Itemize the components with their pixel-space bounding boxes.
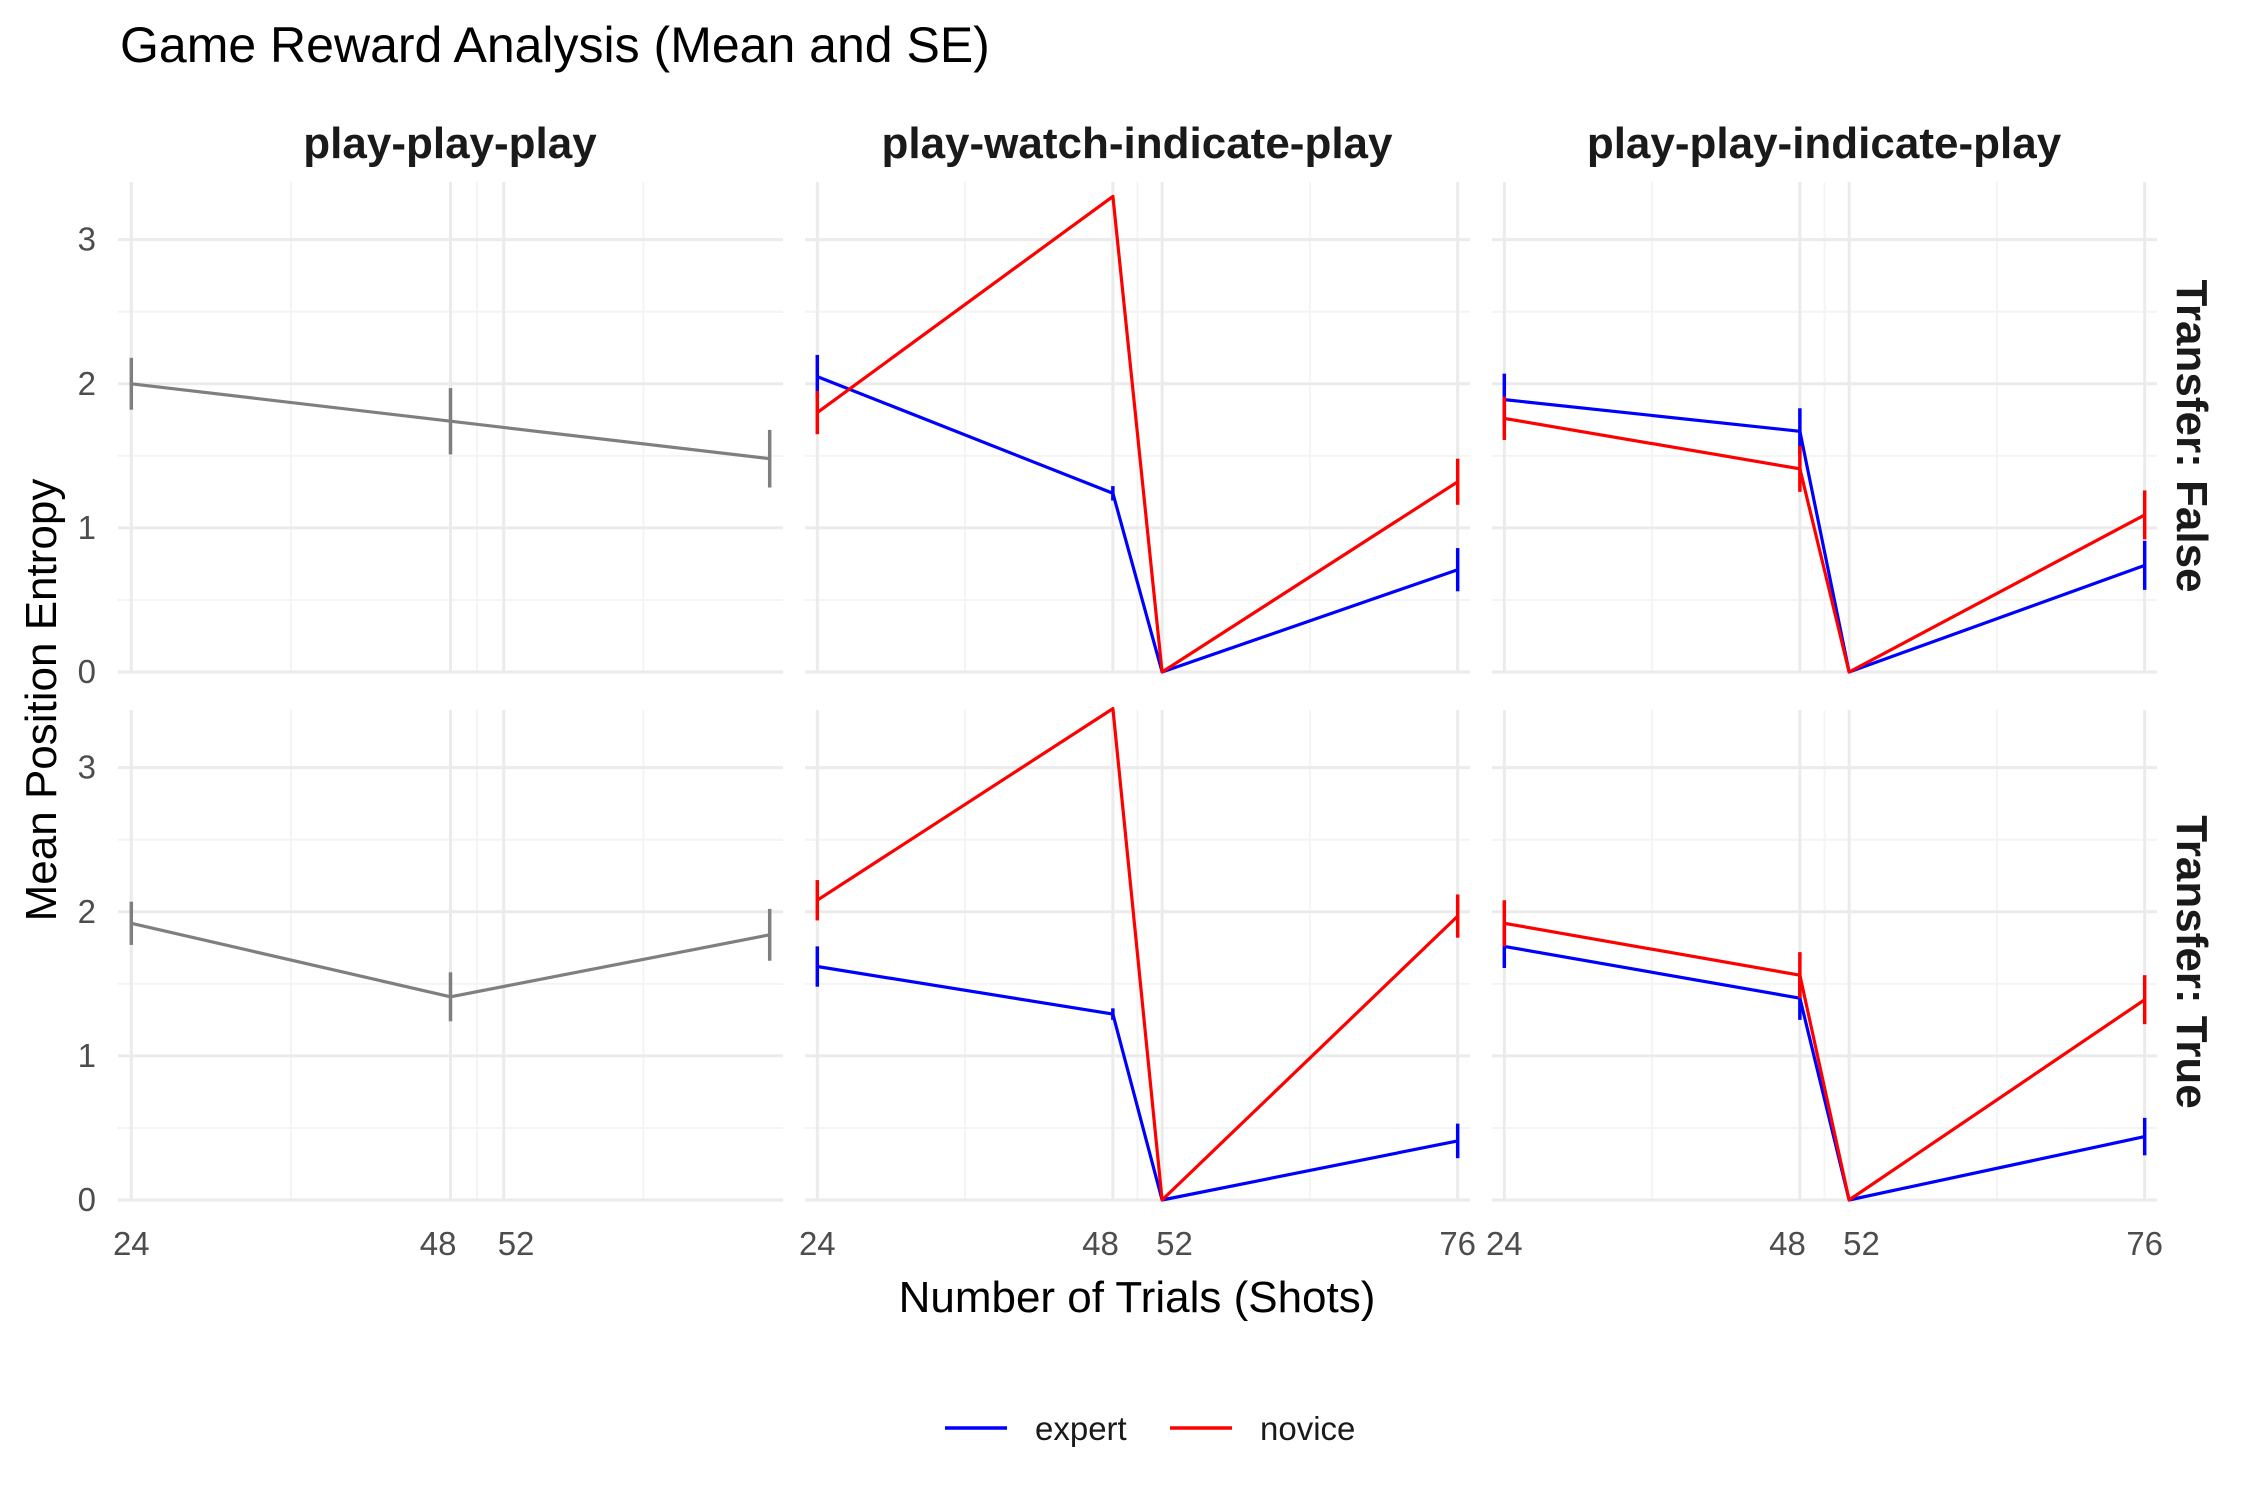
legend-item-expert: expert (945, 1410, 1127, 1447)
x-tick-label: 52 (1156, 1225, 1193, 1262)
x-tick-label: 48 (1082, 1225, 1119, 1262)
legend-item-novice: novice (1170, 1410, 1355, 1447)
chart-title: Game Reward Analysis (Mean and SE) (120, 17, 990, 73)
x-tick-label: 24 (113, 1225, 150, 1262)
strip-label-play-play-play: play-play-play (303, 119, 597, 168)
y-axis-label: Mean Position Entropy (17, 479, 66, 922)
legend-label-novice: novice (1260, 1410, 1355, 1447)
x-tick-label: 52 (1843, 1225, 1880, 1262)
x-tick-label: 48 (420, 1225, 457, 1262)
panel-play-play-indicate-play-transfer-false (1492, 182, 2157, 674)
x-axis-label: Number of Trials (Shots) (899, 1273, 1376, 1322)
panel-play-play-play-transfer-true: 24 48 52 0 1 2 3 (78, 710, 783, 1262)
y-tick-label: 3 (78, 749, 96, 786)
y-tick-label: 3 (78, 221, 96, 258)
panels: 0 1 2 3 24 48 52 0 1 2 3 24 48 52 76 24 48 52 76 (78, 182, 2163, 1262)
column-strip-labels: play-play-play play-watch-indicate-play … (303, 119, 2061, 168)
y-tick-label: 0 (78, 653, 96, 690)
series-line-novice (1504, 416, 2146, 674)
x-tick-label: 24 (1486, 1225, 1523, 1262)
panel-play-watch-indicate-play-transfer-false (805, 182, 1470, 674)
series-line-expert (817, 964, 1459, 1202)
x-tick-label: 24 (799, 1225, 836, 1262)
series-line-expert (1504, 944, 2146, 1202)
series-line-novice (816, 706, 1459, 1202)
legend: expert novice (945, 1410, 1355, 1447)
panel-play-play-indicate-play-transfer-true: 24 48 52 76 (1486, 710, 2163, 1262)
y-tick-label: 2 (78, 893, 96, 930)
y-tick-label: 1 (78, 509, 96, 546)
strip-label-transfer-false: Transfer: False (2167, 279, 2216, 592)
panel-play-play-play-transfer-false: 0 1 2 3 (78, 182, 783, 690)
strip-label-transfer-true: Transfer: True (2167, 815, 2216, 1108)
panel-play-watch-indicate-play-transfer-true: 24 48 52 76 (799, 706, 1476, 1262)
x-tick-label: 52 (498, 1225, 535, 1262)
x-tick-label: 76 (1439, 1225, 1476, 1262)
series-line-expert (1504, 398, 2146, 674)
series-line-novice (816, 194, 1459, 674)
x-tick-label: 48 (1769, 1225, 1806, 1262)
y-tick-label: 2 (78, 365, 96, 402)
legend-label-expert: expert (1035, 1410, 1127, 1447)
x-tick-label: 76 (2126, 1225, 2163, 1262)
y-tick-label: 0 (78, 1181, 96, 1218)
strip-label-play-play-indicate-play: play-play-indicate-play (1587, 119, 2062, 168)
series-line-expert (816, 375, 1459, 674)
row-strip-labels: Transfer: False Transfer: True (2167, 279, 2216, 1108)
y-tick-label: 1 (78, 1037, 96, 1074)
series-line-novice (1504, 921, 2146, 1202)
strip-label-play-watch-indicate-play: play-watch-indicate-play (881, 119, 1393, 168)
